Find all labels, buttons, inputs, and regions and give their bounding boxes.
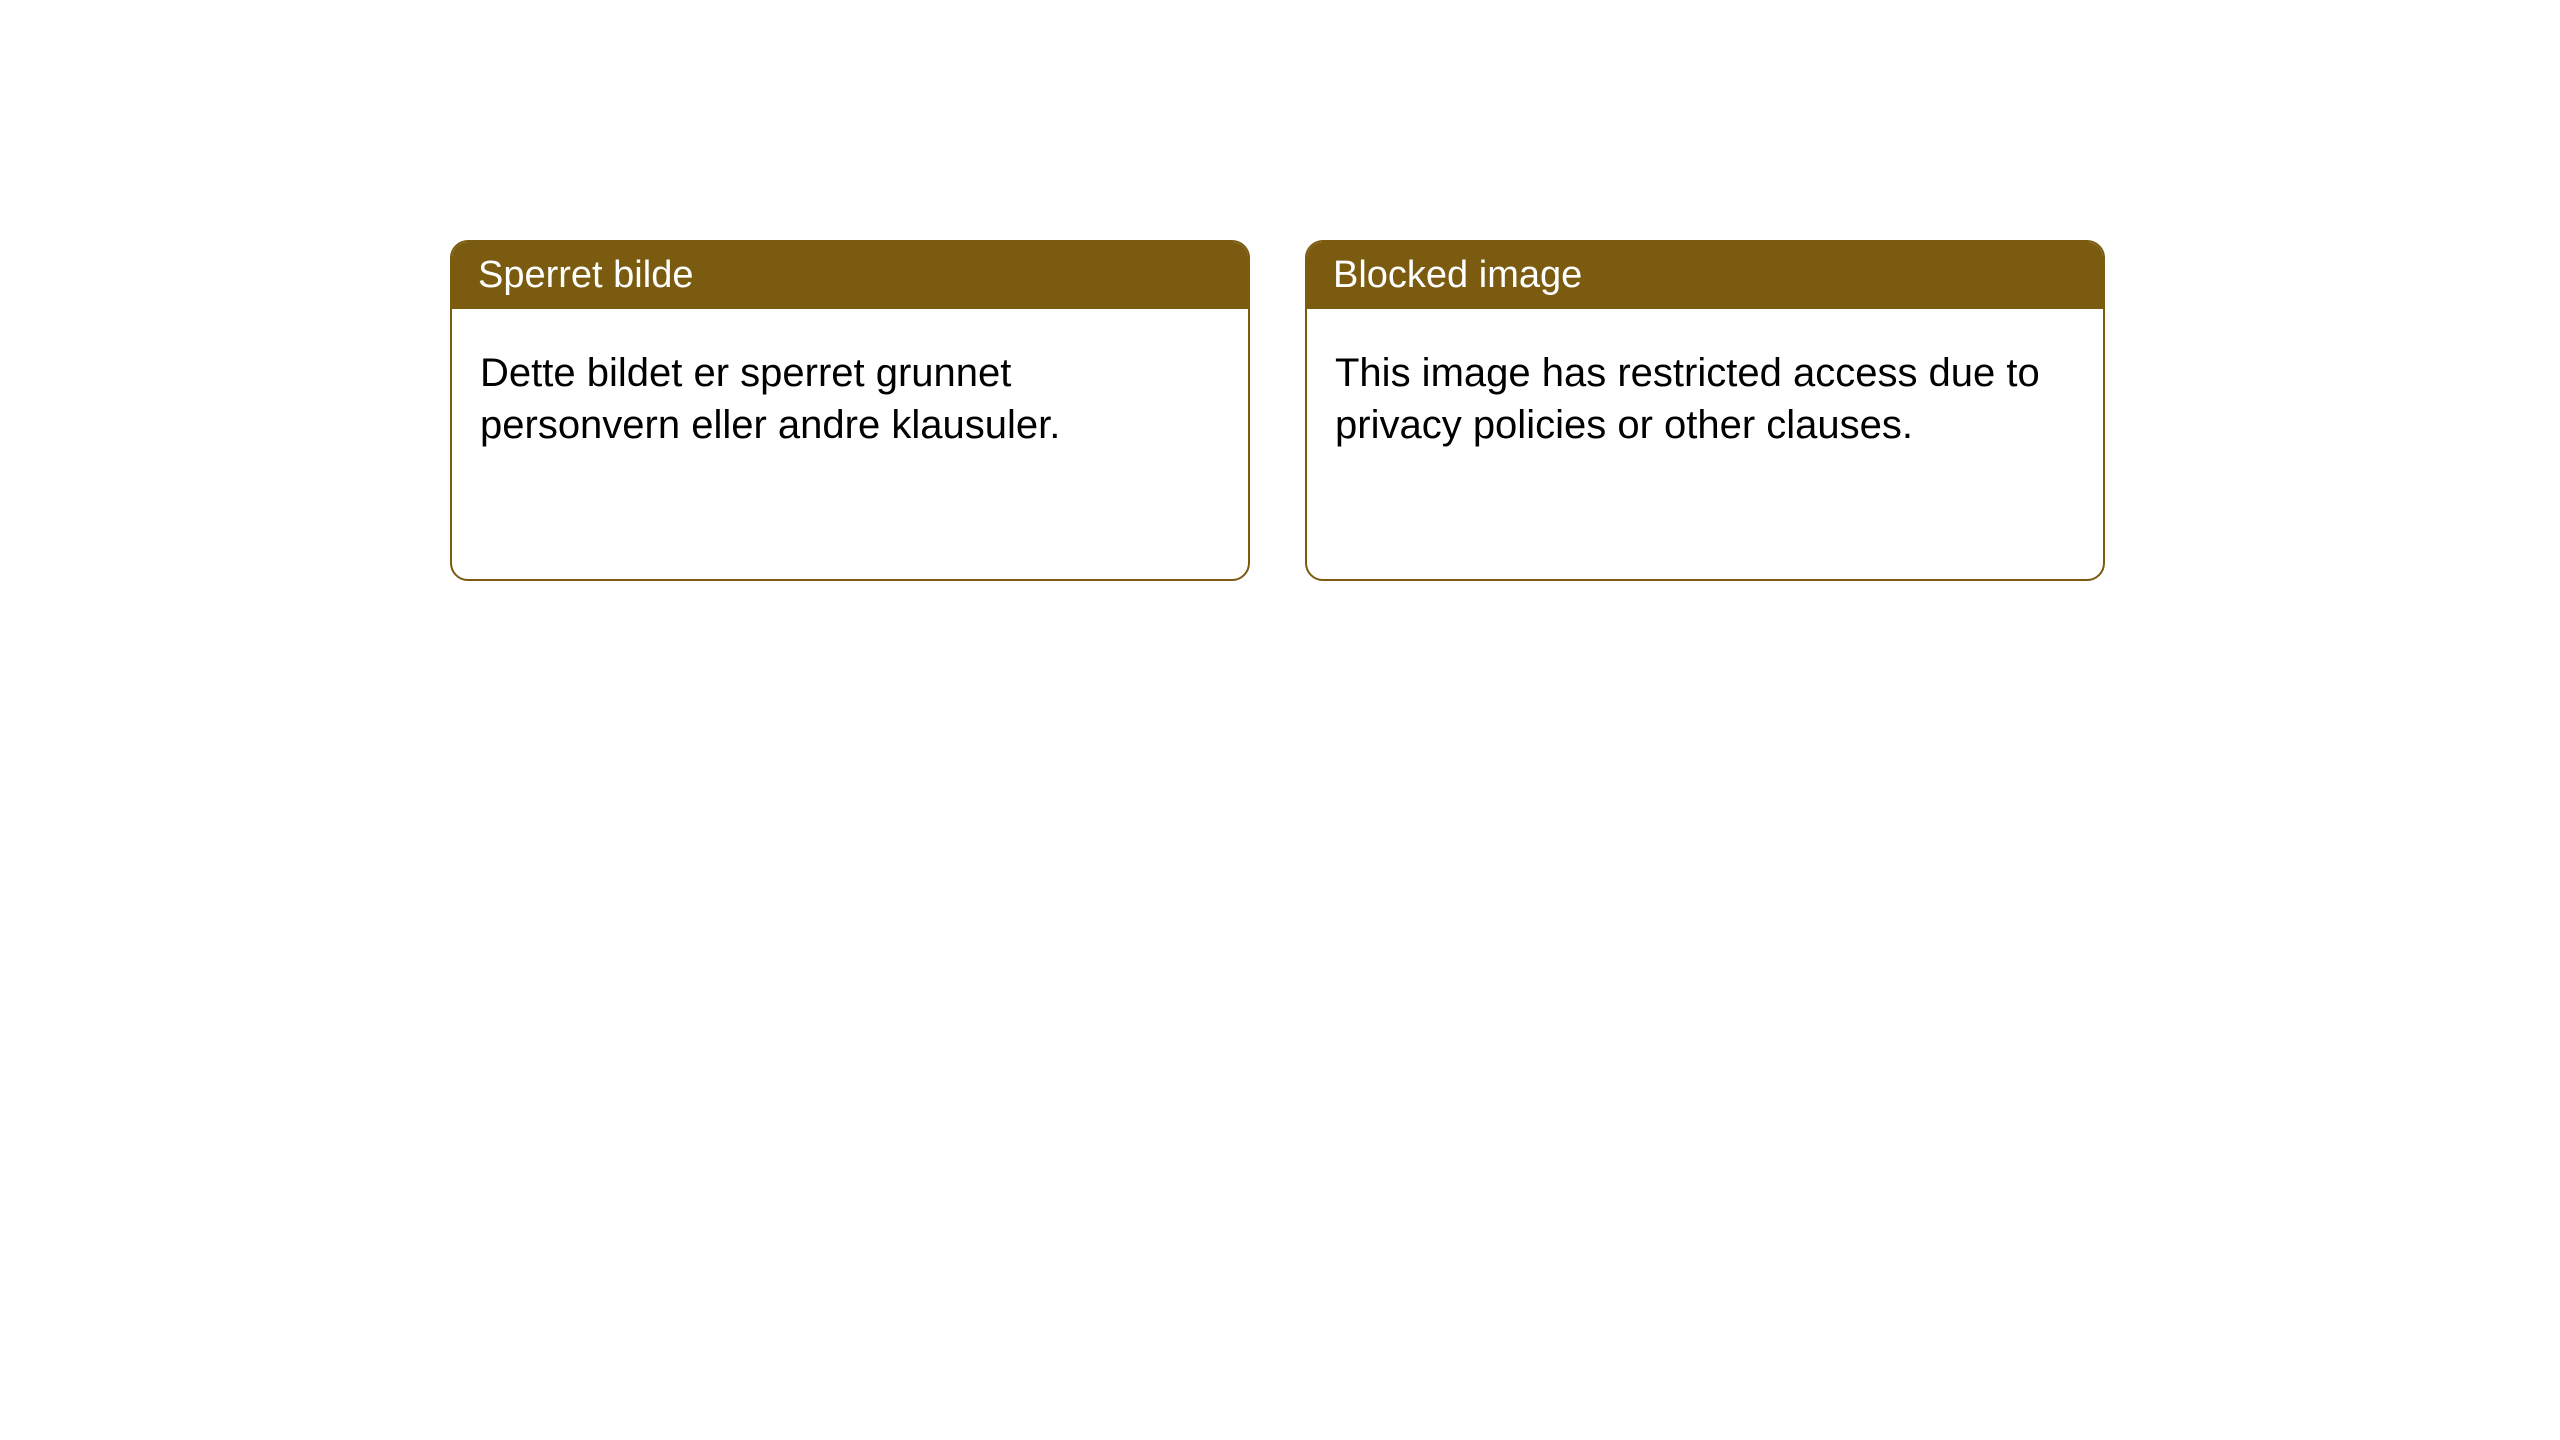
notice-header: Sperret bilde: [452, 242, 1248, 309]
notice-title: Sperret bilde: [478, 254, 693, 296]
notice-header: Blocked image: [1307, 242, 2103, 309]
notice-body: This image has restricted access due to …: [1307, 309, 2103, 579]
notice-card-english: Blocked image This image has restricted …: [1305, 240, 2105, 581]
notice-container: Sperret bilde Dette bildet er sperret gr…: [450, 240, 2105, 581]
notice-card-norwegian: Sperret bilde Dette bildet er sperret gr…: [450, 240, 1250, 581]
notice-body-text: Dette bildet er sperret grunnet personve…: [480, 351, 1060, 447]
notice-body-text: This image has restricted access due to …: [1335, 351, 2040, 447]
notice-title: Blocked image: [1333, 254, 1582, 296]
notice-body: Dette bildet er sperret grunnet personve…: [452, 309, 1248, 579]
